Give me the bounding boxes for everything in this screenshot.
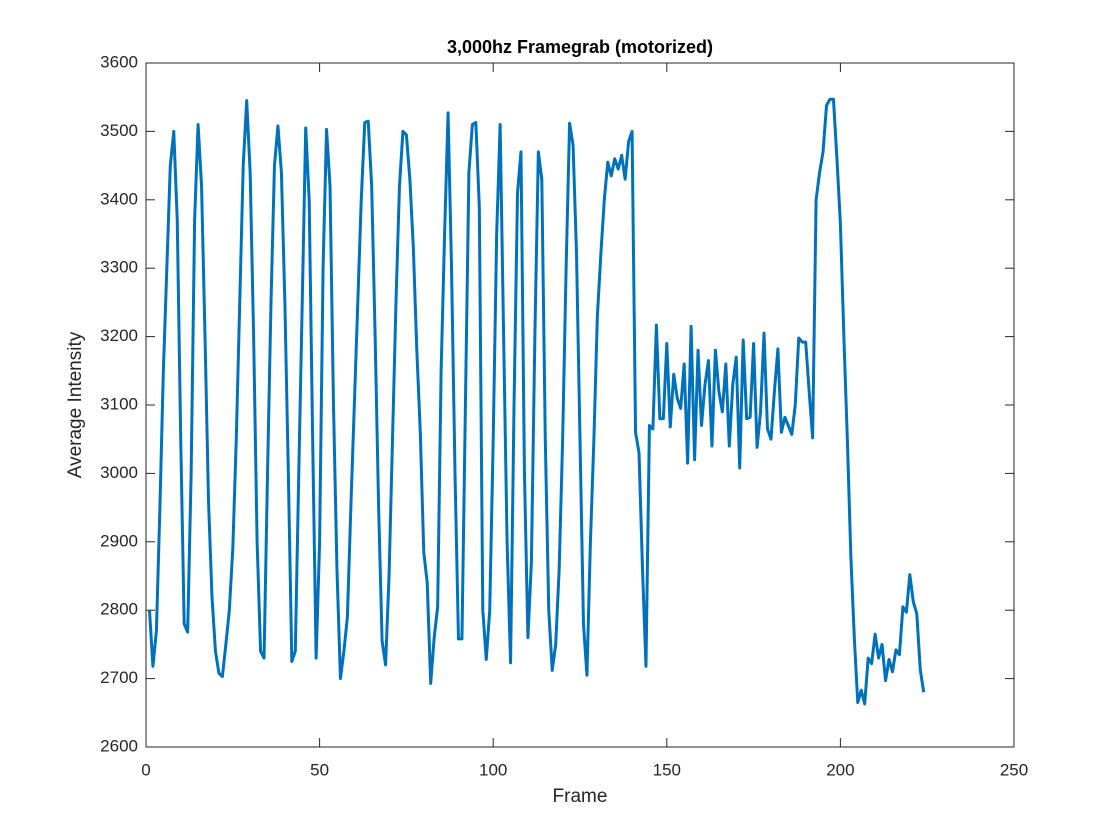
y-axis-label: Average Intensity [65, 331, 86, 478]
y-tick-label: 3100 [100, 394, 138, 413]
x-axis-label: Frame [553, 786, 608, 807]
x-tick-label: 100 [479, 760, 507, 779]
chart-title: 3,000hz Framegrab (motorized) [447, 37, 713, 57]
y-tick-label: 2800 [100, 600, 138, 619]
y-tick-label: 2900 [100, 531, 138, 550]
x-tick-label: 200 [826, 760, 854, 779]
y-tick-label: 3400 [100, 189, 138, 208]
x-tick-label: 50 [310, 760, 329, 779]
x-tick-label: 0 [141, 760, 150, 779]
x-tick-label: 250 [1000, 760, 1028, 779]
y-tick-label: 2700 [100, 668, 138, 687]
y-tick-label: 3600 [100, 52, 138, 71]
x-tick-label: 150 [653, 760, 681, 779]
y-tick-label: 3500 [100, 121, 138, 140]
y-tick-label: 2600 [100, 736, 138, 755]
data-line [147, 97, 926, 706]
y-tick-label: 3200 [100, 326, 138, 345]
y-tick-label: 3000 [100, 463, 138, 482]
y-tick-label: 3300 [100, 258, 138, 277]
